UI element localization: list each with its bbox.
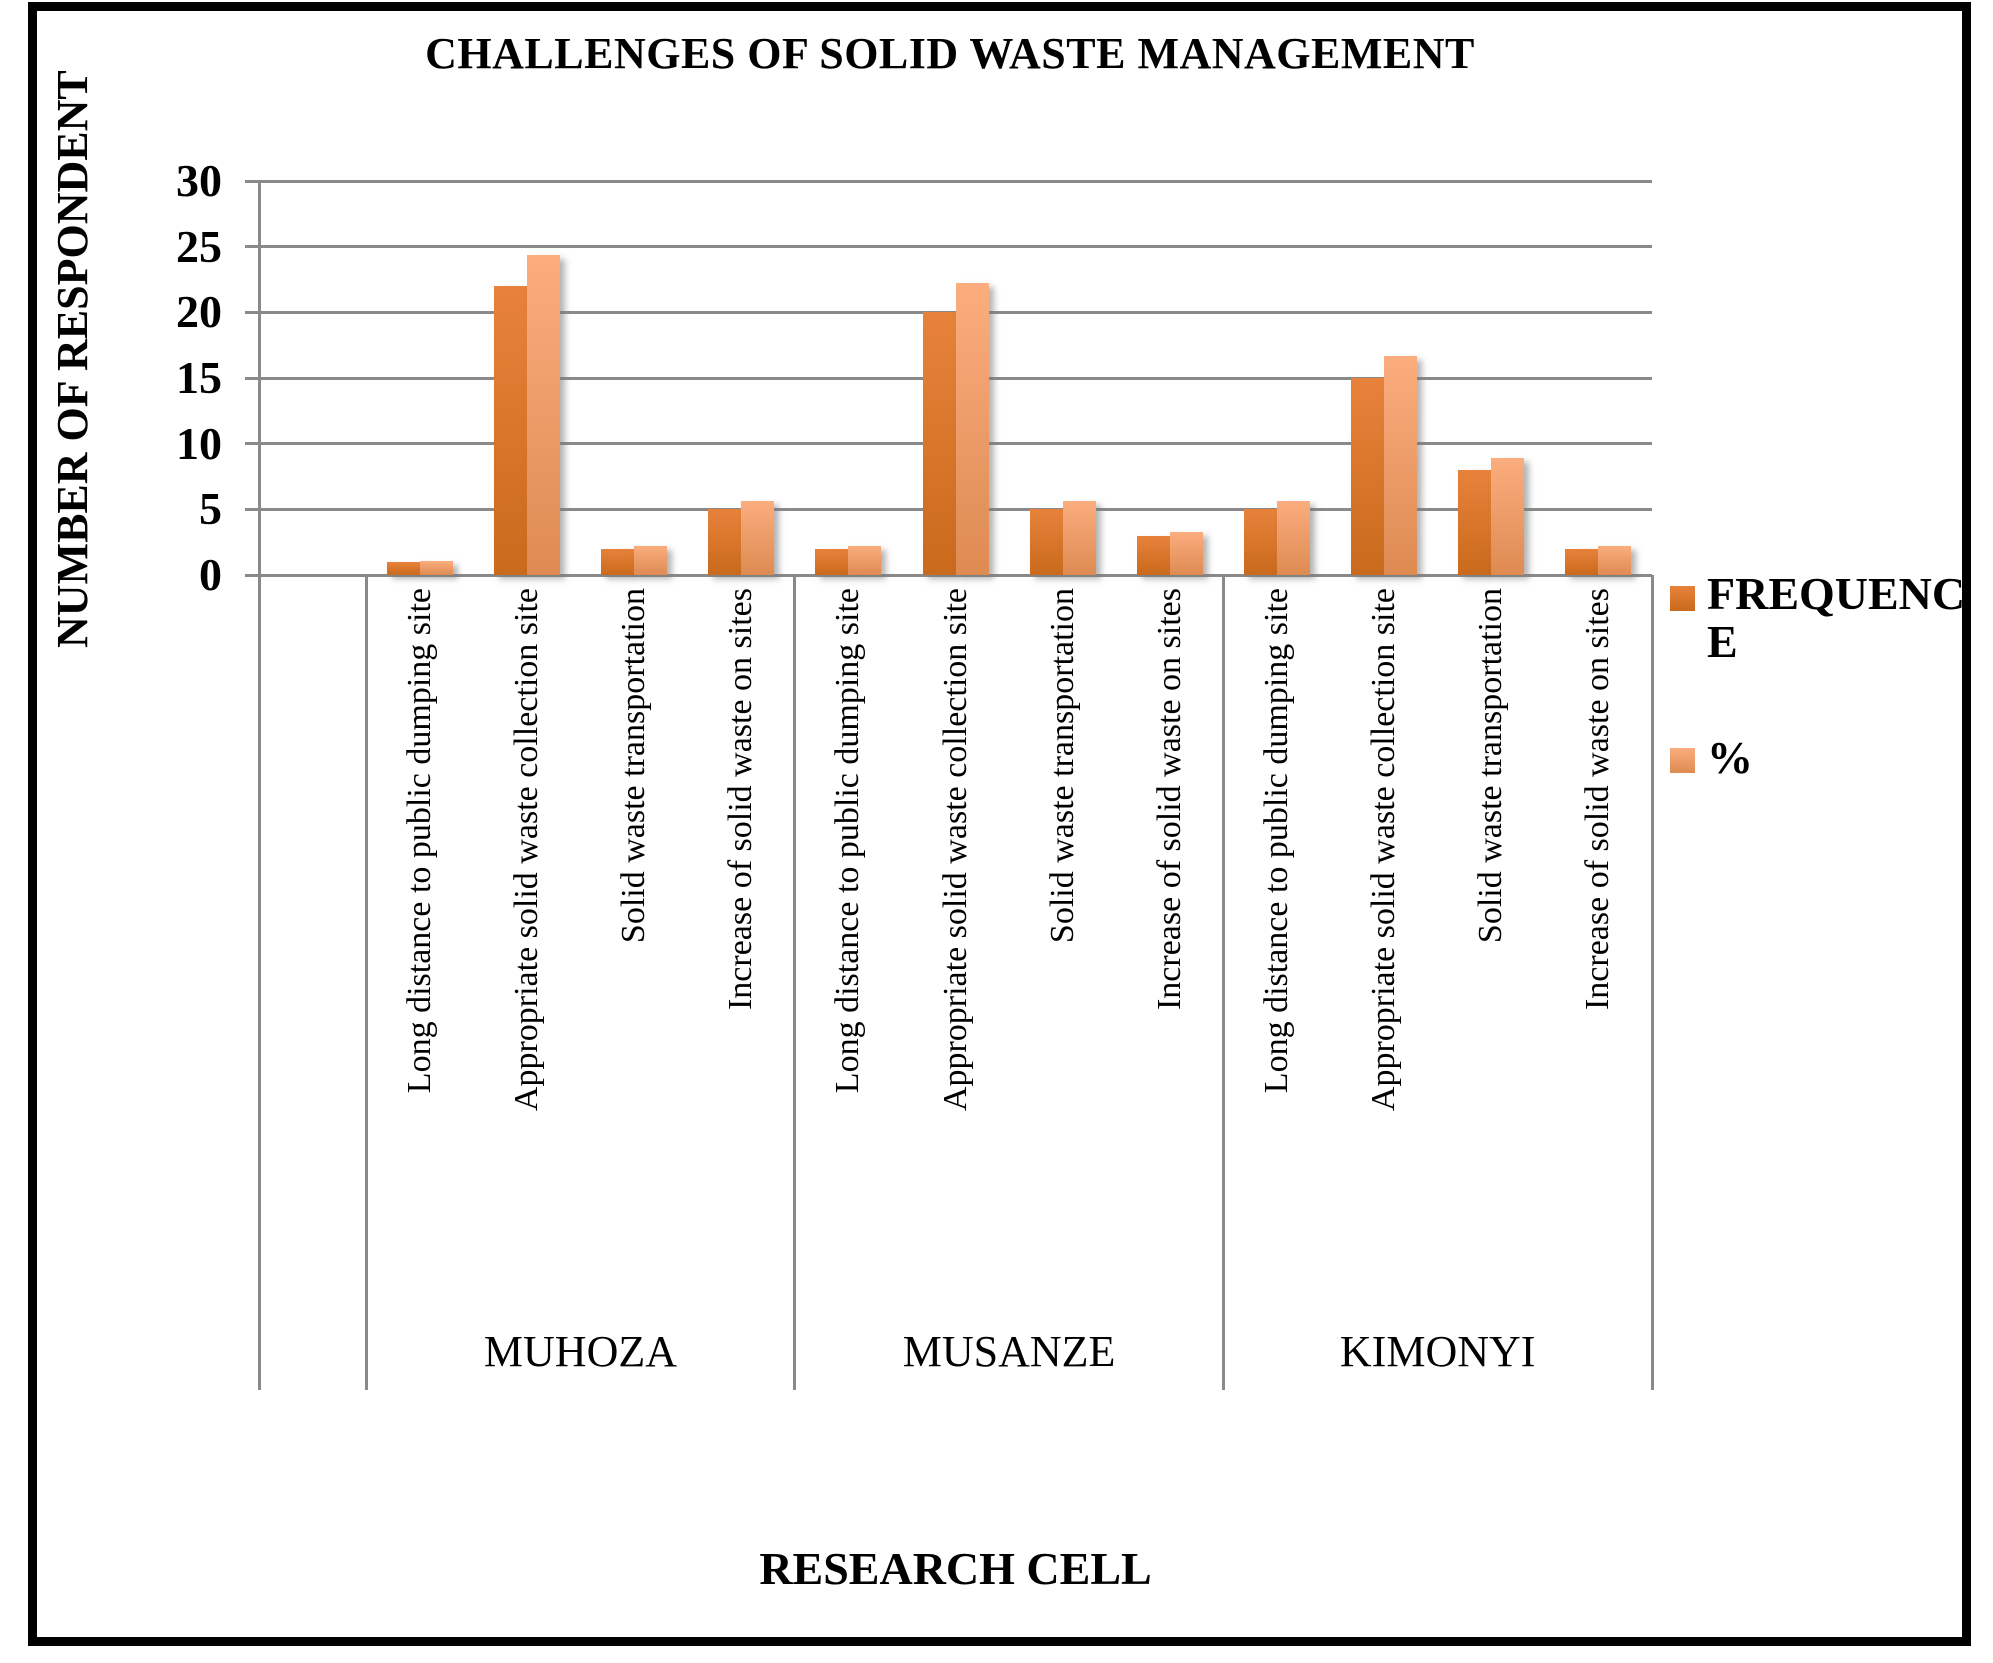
- legend-swatch-percent: [1670, 748, 1695, 773]
- y-tick-label-0: 0: [199, 549, 222, 600]
- y-tick-label-10: 10: [176, 417, 222, 469]
- chart-border-frame: [28, 2, 1971, 1646]
- category-label: Long distance to public dumping site: [400, 588, 438, 1094]
- bar-frequence-7: [1136, 535, 1170, 575]
- group-label-muhoza: MUHOZA: [483, 1327, 677, 1376]
- y-tick-label-30: 30: [176, 155, 222, 206]
- bar-percent-8: [1276, 501, 1310, 575]
- y-axis-line: [257, 181, 261, 1390]
- y-tick-label-5: 5: [199, 483, 222, 535]
- group-separator: [1650, 575, 1654, 1390]
- category-label: Long distance to public dumping site: [1257, 588, 1295, 1094]
- category-label: Increase of solid waste on sites: [722, 588, 760, 1011]
- category-label: Appropriate solid waste collection site: [1365, 588, 1403, 1112]
- bar-frequence-5: [922, 312, 956, 575]
- bar-percent-9: [1384, 355, 1418, 575]
- group-label-kimonyi: KIMONYI: [1339, 1327, 1536, 1376]
- category-label: Solid waste transportation: [615, 588, 653, 944]
- bar-frequence-10: [1458, 469, 1492, 575]
- bar-frequence-1: [493, 286, 527, 575]
- bar-frequence-11: [1565, 548, 1599, 575]
- legend-swatch-frequence: [1670, 586, 1695, 611]
- gridline-y-0: [245, 573, 1652, 577]
- bar-frequence-2: [601, 548, 635, 575]
- bar-frequence-9: [1351, 378, 1385, 575]
- category-label: Long distance to public dumping site: [829, 588, 867, 1094]
- chart-title: CHALLENGES OF SOLID WASTE MANAGEMENT: [425, 29, 1475, 78]
- group-separator: [364, 575, 368, 1390]
- category-label: Increase of solid waste on sites: [1579, 588, 1617, 1011]
- category-label: Solid waste transportation: [1472, 588, 1510, 944]
- y-tick-label-25: 25: [176, 220, 222, 272]
- group-separator: [793, 575, 797, 1390]
- bar-frequence-8: [1243, 509, 1277, 575]
- gridline-y-25: [245, 245, 1652, 249]
- bar-percent-3: [741, 501, 775, 575]
- bar-percent-10: [1491, 458, 1525, 575]
- bar-percent-0: [419, 560, 453, 575]
- group-label-musanze: MUSANZE: [902, 1327, 1116, 1376]
- category-label: Solid waste transportation: [1043, 588, 1081, 944]
- bar-percent-1: [526, 254, 560, 575]
- bar-percent-11: [1598, 546, 1632, 575]
- group-separator: [1221, 575, 1225, 1390]
- category-label: Appropriate solid waste collection site: [507, 588, 545, 1112]
- category-label: Increase of solid waste on sites: [1150, 588, 1188, 1011]
- legend-label-percent: %: [1707, 732, 1753, 783]
- y-tick-label-15: 15: [176, 352, 222, 403]
- bar-percent-6: [1062, 501, 1096, 575]
- gridline-y-30: [245, 179, 1652, 183]
- bar-percent-2: [634, 546, 668, 575]
- bar-percent-4: [848, 546, 882, 575]
- bar-frequence-3: [708, 509, 742, 575]
- bar-frequence-4: [815, 548, 849, 575]
- legend-label-frequence: FREQUENCE: [1707, 568, 1966, 667]
- x-axis-title: RESEARCH CELL: [759, 1543, 1152, 1594]
- bar-percent-7: [1169, 531, 1203, 575]
- category-label: Appropriate solid waste collection site: [936, 588, 974, 1112]
- bar-frequence-0: [386, 561, 420, 575]
- y-tick-label-20: 20: [176, 286, 222, 338]
- bar-percent-5: [955, 283, 989, 575]
- bar-frequence-6: [1029, 509, 1063, 575]
